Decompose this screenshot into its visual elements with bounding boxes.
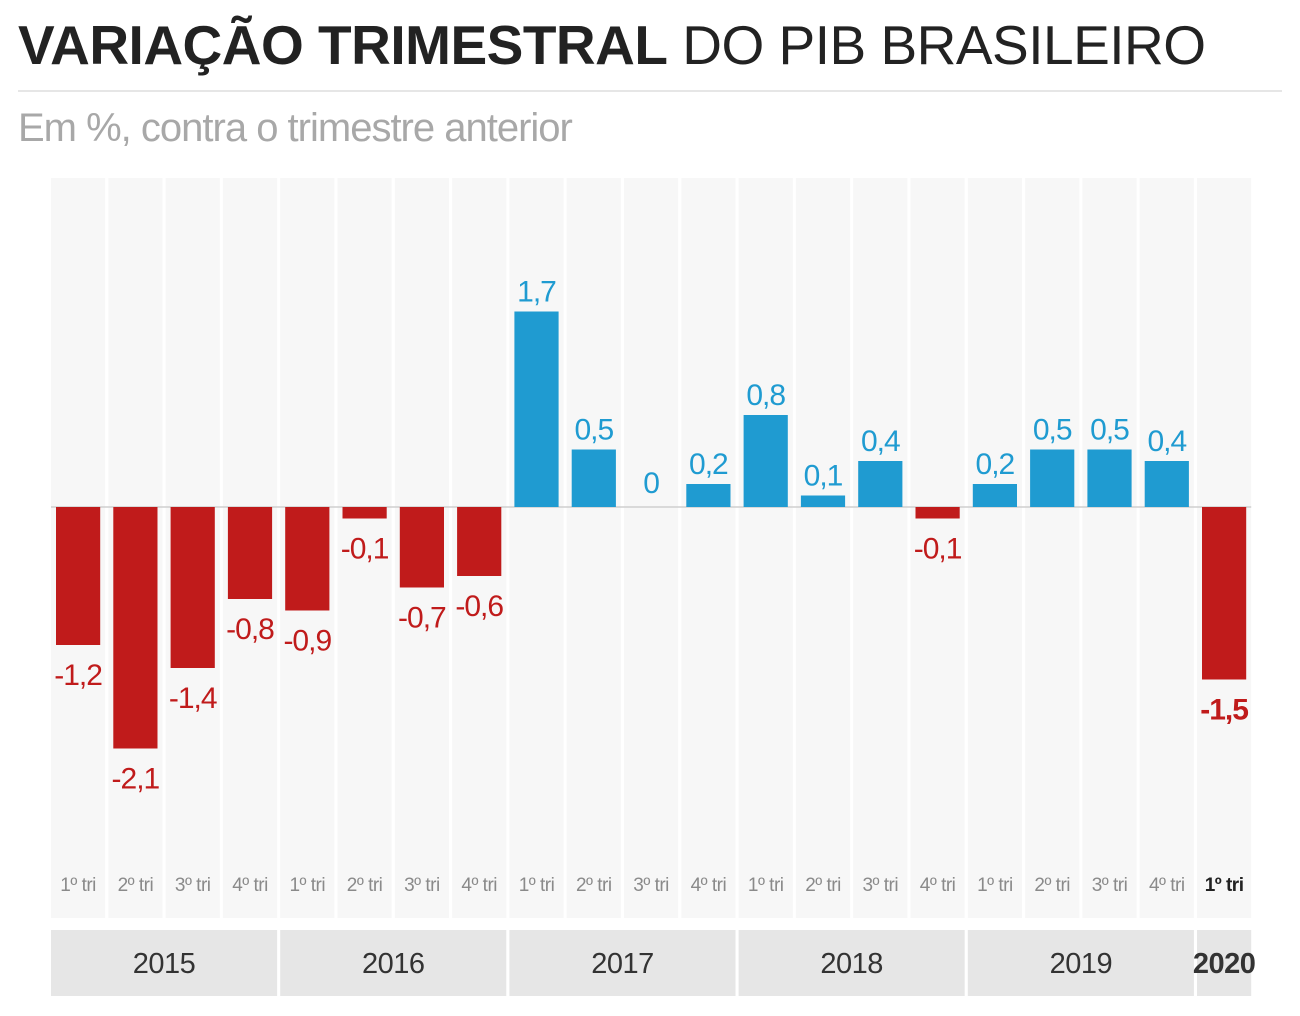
year-band [738, 930, 965, 996]
bar-value-label: 0 [643, 467, 659, 500]
quarter-tick-label: 3º tri [1092, 875, 1128, 896]
bar[interactable] [972, 484, 1017, 507]
bar-value-label: -0,7 [398, 602, 446, 635]
bar[interactable] [514, 311, 559, 508]
bar[interactable] [1087, 449, 1132, 508]
quarter-tick-label: 2º tri [118, 875, 154, 896]
column-background [910, 178, 965, 918]
quarter-tick-label: 4º tri [691, 875, 727, 896]
year-label: 2018 [820, 948, 883, 980]
bar[interactable] [56, 507, 101, 645]
column-background [509, 178, 564, 918]
quarter-tick-label: 4º tri [1149, 875, 1185, 896]
column-background [853, 178, 908, 918]
year-band [51, 930, 278, 996]
quarter-tick-label: 1º tri [977, 875, 1013, 896]
bar[interactable] [457, 507, 502, 576]
year-band [280, 930, 507, 996]
bar[interactable] [113, 507, 158, 749]
quarter-tick-label: 2º tri [347, 875, 383, 896]
column-background [738, 178, 793, 918]
column-background [337, 178, 392, 918]
bar-value-label: -0,1 [914, 533, 962, 566]
quarter-tick-label: 4º tri [232, 875, 268, 896]
bar[interactable] [227, 507, 273, 599]
chart-title-light: DO PIB BRASILEIRO [682, 14, 1206, 76]
bar-value-label: 0,8 [746, 379, 785, 412]
bar-value-label: 0,2 [976, 448, 1015, 481]
column-background [566, 178, 621, 918]
quarter-tick-label: 1º tri [289, 875, 325, 896]
bar[interactable] [858, 461, 903, 507]
year-label: 2019 [1050, 948, 1113, 980]
bar-value-label: 0,2 [689, 448, 728, 481]
column-background [795, 178, 851, 918]
bar[interactable] [399, 507, 444, 588]
bar-value-label: -0,9 [283, 625, 331, 658]
bar[interactable] [571, 449, 616, 508]
bar-value-label: 0,4 [861, 425, 900, 458]
chart-title: VARIAÇÃO TRIMESTRAL DO PIB BRASILEIRO [18, 14, 1206, 76]
year-label: 2017 [591, 948, 654, 980]
bar-value-label: -0,1 [341, 533, 389, 566]
quarter-tick-label: 2º tri [805, 875, 841, 896]
bar-value-label: 0,1 [804, 460, 843, 493]
bar[interactable] [915, 507, 960, 519]
quarter-tick-label: 3º tri [404, 875, 440, 896]
bar-value-label: -1,2 [54, 659, 102, 692]
column-background [681, 178, 736, 918]
bar-value-label: 1,7 [517, 276, 556, 309]
bar[interactable] [1202, 507, 1247, 680]
quarter-tick-label: 3º tri [633, 875, 669, 896]
bar-value-label: 0,5 [1033, 414, 1072, 447]
year-band [967, 930, 1194, 996]
bar-value-label: 0,4 [1147, 425, 1186, 458]
bar[interactable] [170, 507, 215, 668]
column-background [1025, 178, 1080, 918]
bar-value-label: -1,4 [169, 682, 217, 715]
quarter-tick-label: 1º tri [1205, 875, 1244, 896]
quarter-tick-label: 4º tri [461, 875, 497, 896]
bar-value-label: -0,8 [226, 613, 274, 646]
bar[interactable] [1144, 461, 1189, 507]
quarter-tick-label: 3º tri [175, 875, 211, 896]
column-background [1139, 178, 1194, 918]
quarter-tick-label: 1º tri [748, 875, 784, 896]
quarter-tick-label: 2º tri [1034, 875, 1070, 896]
title-divider [18, 90, 1282, 92]
column-background [967, 178, 1022, 918]
bar[interactable] [800, 495, 846, 508]
year-label: 2020 [1193, 948, 1256, 980]
bar[interactable] [1030, 449, 1075, 508]
quarter-tick-label: 2º tri [576, 875, 612, 896]
year-band [509, 930, 736, 996]
quarter-tick-label: 1º tri [60, 875, 96, 896]
quarter-tick-label: 3º tri [862, 875, 898, 896]
bar[interactable] [686, 484, 731, 507]
quarter-tick-label: 4º tri [920, 875, 956, 896]
bar-value-label: 0,5 [574, 414, 613, 447]
chart-title-bold: VARIAÇÃO TRIMESTRAL [18, 14, 668, 76]
bar[interactable] [743, 415, 788, 507]
column-background [624, 178, 679, 918]
chart-subtitle: Em %, contra o trimestre anterior [18, 106, 573, 150]
bar-value-label: -1,5 [1200, 694, 1248, 727]
bar-value-label: -0,6 [455, 590, 503, 623]
column-background [1082, 178, 1137, 918]
bar-value-label: 0,5 [1090, 414, 1129, 447]
year-band [1197, 930, 1252, 996]
bar-value-label: -2,1 [112, 763, 160, 796]
year-label: 2015 [133, 948, 196, 980]
bar[interactable] [285, 507, 330, 611]
quarter-tick-label: 1º tri [519, 875, 555, 896]
year-label: 2016 [362, 948, 425, 980]
bar[interactable] [342, 507, 387, 519]
